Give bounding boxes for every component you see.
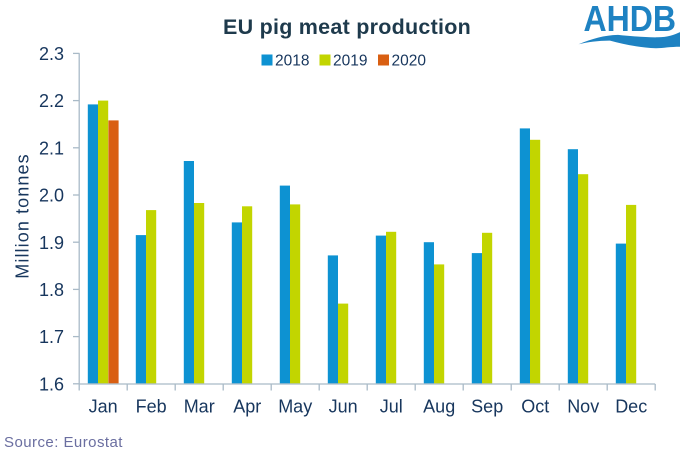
svg-text:Oct: Oct	[521, 397, 549, 417]
svg-text:2020: 2020	[392, 53, 427, 70]
svg-text:Feb: Feb	[136, 397, 167, 417]
svg-text:2.2: 2.2	[39, 91, 64, 111]
svg-text:Jul: Jul	[380, 397, 403, 417]
svg-text:Nov: Nov	[567, 397, 599, 417]
svg-text:Million tonnes: Million tonnes	[13, 153, 33, 278]
svg-text:1.9: 1.9	[39, 233, 64, 253]
svg-text:1.7: 1.7	[39, 327, 64, 347]
svg-text:Aug: Aug	[423, 397, 455, 417]
svg-text:EU pig meat production: EU pig meat production	[223, 15, 471, 39]
svg-text:2.0: 2.0	[39, 186, 64, 206]
svg-text:Sep: Sep	[471, 397, 503, 417]
svg-text:1.8: 1.8	[39, 280, 64, 300]
svg-text:Source: Eurostat: Source: Eurostat	[4, 434, 123, 451]
svg-text:May: May	[278, 397, 312, 417]
svg-text:2019: 2019	[333, 53, 367, 70]
svg-text:Jun: Jun	[329, 397, 358, 417]
svg-text:Apr: Apr	[233, 397, 261, 417]
svg-text:1.6: 1.6	[39, 374, 64, 394]
svg-text:Jan: Jan	[89, 397, 118, 417]
svg-text:2018: 2018	[275, 53, 309, 70]
svg-text:Dec: Dec	[615, 397, 647, 417]
svg-text:AHDB: AHDB	[584, 0, 677, 39]
svg-text:Mar: Mar	[184, 397, 215, 417]
svg-text:2.3: 2.3	[39, 44, 64, 64]
svg-text:2.1: 2.1	[39, 138, 64, 158]
